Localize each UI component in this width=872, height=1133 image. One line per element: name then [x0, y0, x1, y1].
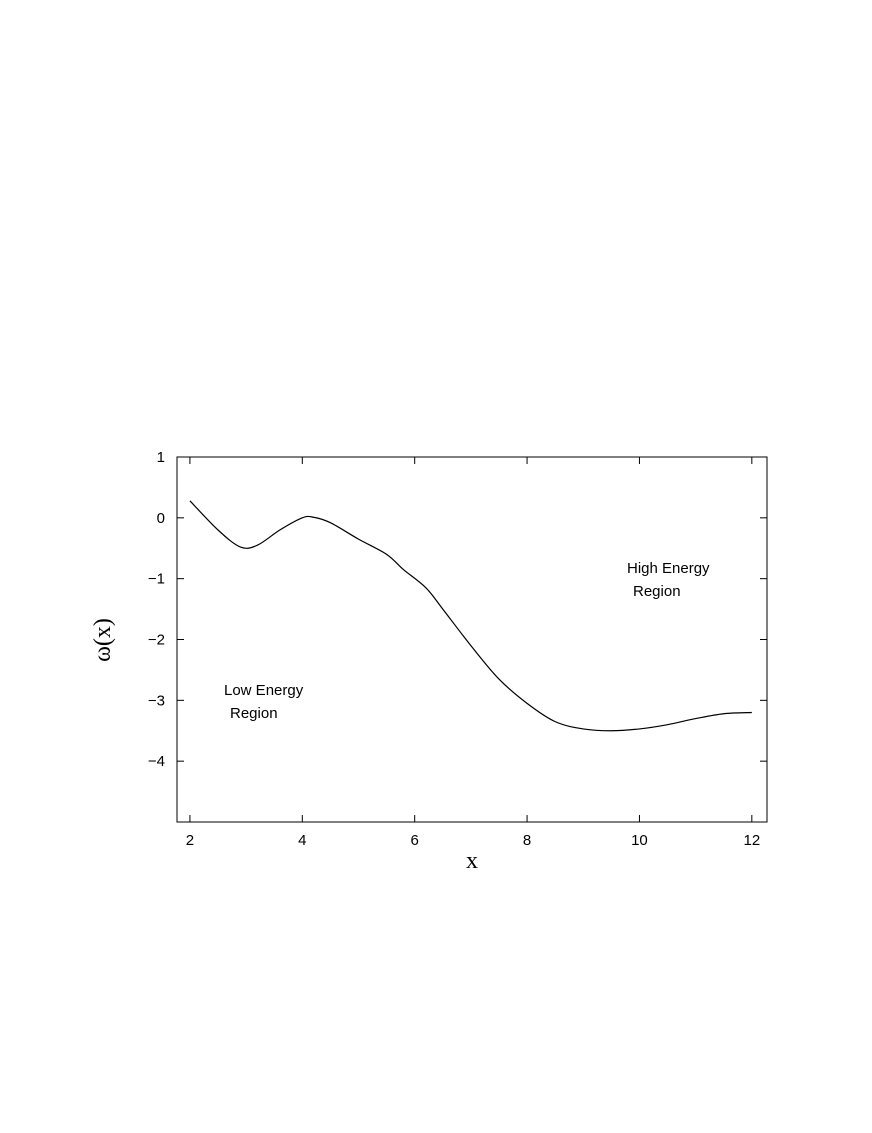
annotation: High Energy [627, 560, 710, 577]
x-tick-label: 4 [298, 832, 306, 849]
x-tick-label: 8 [523, 832, 531, 849]
annotation: Region [633, 583, 681, 600]
y-tick-label: −2 [148, 632, 165, 649]
y-tick-label: −3 [148, 692, 165, 709]
annotation: Region [230, 705, 278, 722]
x-tick-label: 12 [743, 832, 760, 849]
y-tick-label: 0 [157, 510, 165, 527]
x-axis-label: x [466, 848, 478, 874]
x-tick-label: 10 [631, 832, 648, 849]
plot-frame [176, 456, 768, 823]
y-tick-label: −4 [148, 753, 165, 770]
y-tick-label: −1 [148, 571, 165, 588]
data-line [189, 500, 752, 732]
x-tick-label: 2 [186, 832, 194, 849]
annotation: Low Energy [224, 682, 304, 699]
y-tick-label: 1 [157, 449, 165, 466]
y-axis-label: ω(x) [90, 618, 116, 662]
x-tick-label: 6 [411, 832, 419, 849]
